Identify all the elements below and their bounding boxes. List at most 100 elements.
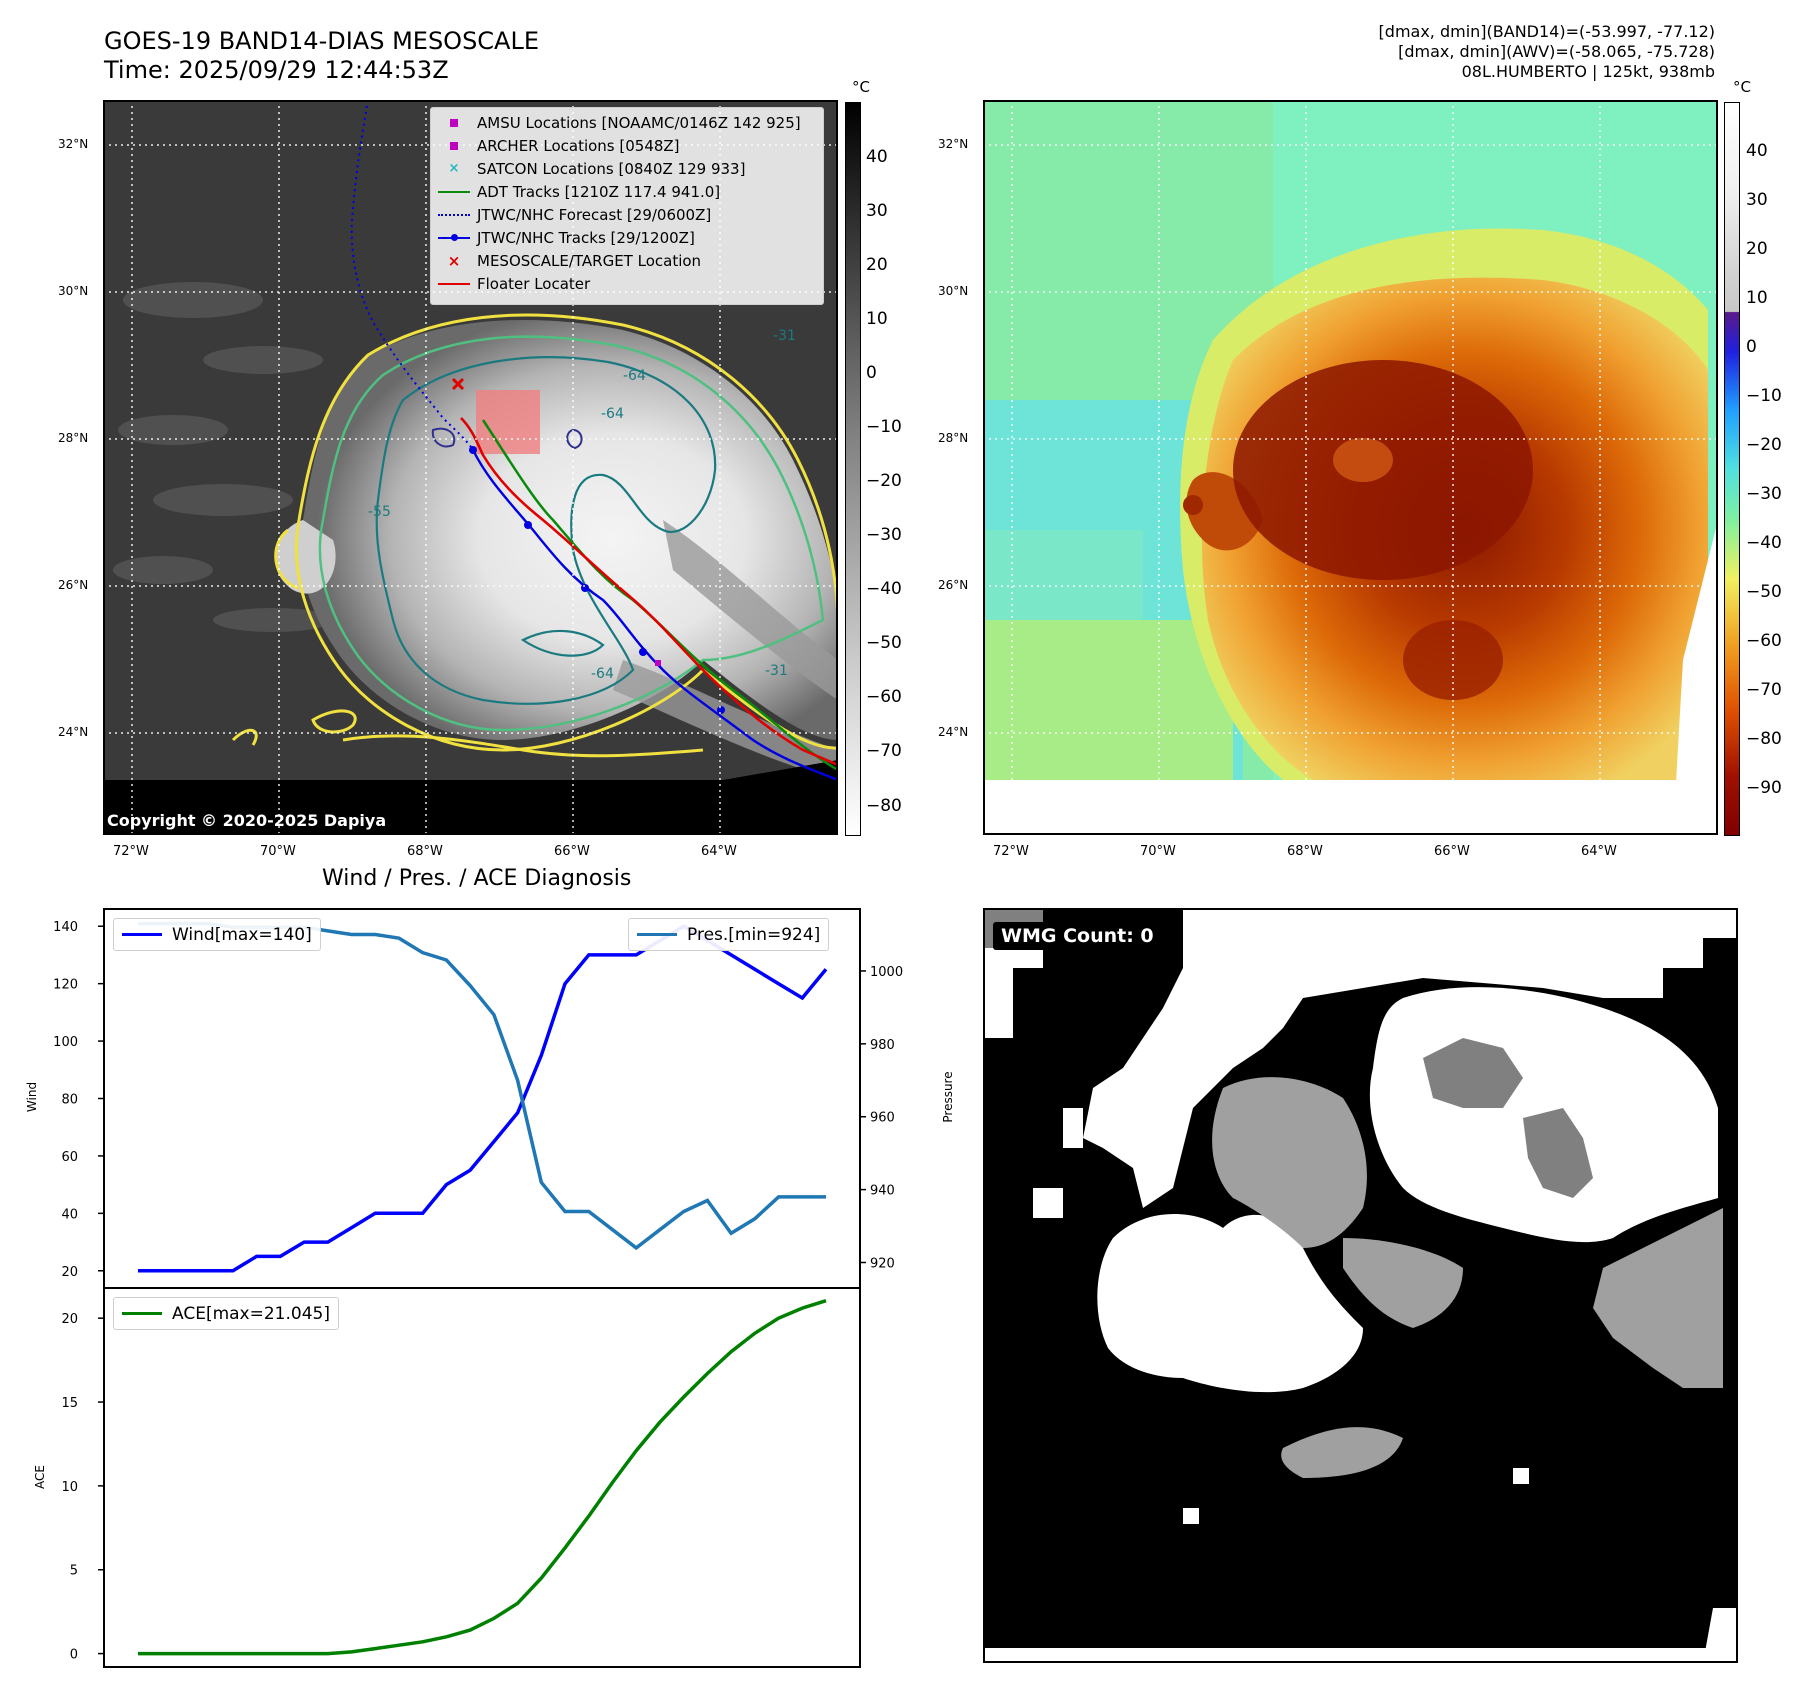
- lon-label: 72°W: [993, 844, 1029, 859]
- color-map-frame: [983, 100, 1718, 835]
- wind-legend-label: Wind[max=140]: [172, 924, 312, 945]
- diag-storm: 08L.HUMBERTO | 125kt, 938mb: [1461, 62, 1715, 81]
- chart-title: GOES-19 BAND14-DIAS MESOSCALE: [104, 27, 540, 55]
- colorbar-color-label: 30: [1746, 190, 1768, 210]
- legend-label: JTWC/NHC Tracks [29/1200Z]: [477, 228, 695, 247]
- legend-item-floater: Floater Locater: [431, 272, 823, 295]
- chart-time: Time: 2025/09/29 12:44:53Z: [104, 56, 449, 84]
- legend-marker: [431, 277, 477, 291]
- contour-label: -64: [601, 406, 624, 422]
- lat-label: 30°N: [58, 284, 89, 298]
- ace-legend-label: ACE[max=21.045]: [172, 1303, 330, 1324]
- legend-marker: [431, 116, 477, 130]
- colorbar-color-label: −60: [1746, 631, 1782, 651]
- wmg-count-label: WMG Count: 0: [993, 922, 1162, 950]
- colorbar-gray-label: 10: [866, 309, 888, 329]
- color-map-image: [983, 100, 1718, 835]
- wind-axis-tick-label: 100: [53, 1035, 78, 1050]
- ace-frame: [103, 1287, 861, 1668]
- pressure-axis-label: Pressure: [941, 1071, 955, 1123]
- legend-label: ARCHER Locations [0548Z]: [477, 136, 680, 155]
- pressure-legend-label: Pres.[min=924]: [687, 924, 821, 945]
- lon-label: 68°W: [1287, 844, 1323, 859]
- colorbar-gray-label: −30: [866, 525, 902, 545]
- ace-line: [138, 1299, 827, 1656]
- legend-marker: ×: [448, 161, 460, 176]
- lon-label: 64°W: [1581, 844, 1617, 859]
- colorbar-gray-unit: °C: [852, 78, 870, 96]
- pressure-axis-tick-label: 980: [870, 1038, 895, 1053]
- lat-label: 32°N: [58, 137, 89, 151]
- diag-awv: [dmax, dmin](AWV)=(-58.065, -75.728): [1398, 42, 1715, 61]
- legend-label: JTWC/NHC Forecast [29/0600Z]: [477, 205, 712, 224]
- pressure-axis-tick-label: 960: [870, 1111, 895, 1126]
- ace-legend-swatch: [122, 1312, 162, 1315]
- lon-label: 70°W: [260, 844, 296, 859]
- wind-axis-tick-label: 120: [53, 978, 78, 993]
- lat-label: 26°N: [938, 578, 969, 592]
- color-map-panel: [983, 100, 1718, 835]
- colorbar-color: [1724, 102, 1740, 836]
- legend-label: MESOSCALE/TARGET Location: [477, 251, 702, 270]
- legend-item-target: × MESOSCALE/TARGET Location: [431, 249, 823, 272]
- lat-label: 26°N: [58, 578, 89, 592]
- lat-label: 24°N: [938, 725, 969, 739]
- ace-axis-tick-label: 20: [61, 1312, 78, 1327]
- colorbar-color-unit: °C: [1733, 78, 1751, 96]
- diagnosis-title: Wind / Pres. / ACE Diagnosis: [322, 866, 632, 891]
- pressure-legend-swatch: [637, 933, 677, 936]
- wind-axis-tick-label: 80: [61, 1093, 78, 1108]
- legend-item-amsu: AMSU Locations [NOAAMC/0146Z 142 925]: [431, 111, 823, 134]
- legend-marker: [431, 231, 477, 245]
- lon-label: 70°W: [1140, 844, 1176, 859]
- legend-label: ADT Tracks [1210Z 117.4 941.0]: [477, 182, 721, 201]
- legend-marker: ×: [447, 251, 461, 270]
- colorbar-color-label: −40: [1746, 533, 1782, 553]
- ace-axis-tick-label: 0: [70, 1648, 78, 1663]
- pressure-axis-tick-label: 1000: [870, 965, 903, 980]
- contour-label: -64: [623, 368, 646, 384]
- legend-label: SATCON Locations [0840Z 129 933]: [477, 159, 746, 178]
- ace-axis-tick-label: 15: [61, 1396, 78, 1411]
- contour-label: -55: [368, 504, 391, 520]
- wind-legend: Wind[max=140]: [113, 918, 321, 951]
- lon-label: 64°W: [701, 844, 737, 859]
- colorbar-gray-label: −60: [866, 687, 902, 707]
- colorbar-color-label: −90: [1746, 778, 1782, 798]
- copyright-text: Copyright © 2020-2025 Dapiya: [107, 811, 387, 830]
- wind-legend-swatch: [122, 933, 162, 936]
- lat-label: 30°N: [938, 284, 969, 298]
- wmg-image: [983, 908, 1738, 1663]
- lon-label: 66°W: [1434, 844, 1470, 859]
- wind-axis-tick-label: 60: [61, 1150, 78, 1165]
- legend-item-archer: ARCHER Locations [0548Z]: [431, 134, 823, 157]
- colorbar-color-label: 0: [1746, 337, 1757, 357]
- colorbar-gray-label: 0: [866, 363, 877, 383]
- legend-item-forecast: JTWC/NHC Forecast [29/0600Z]: [431, 203, 823, 226]
- colorbar-gray-label: 30: [866, 201, 888, 221]
- legend-marker: [431, 139, 477, 153]
- legend-item-adt: ADT Tracks [1210Z 117.4 941.0]: [431, 180, 823, 203]
- ace-axis-tick-label: 10: [61, 1480, 78, 1495]
- lat-label: 24°N: [58, 725, 89, 739]
- colorbar-gray-label: −20: [866, 471, 902, 491]
- colorbar-color-label: −10: [1746, 386, 1782, 406]
- legend-label: Floater Locater: [477, 274, 591, 293]
- ir-map-panel: -64 -64 -64 -55 -31 -31 Copyright © 2020…: [103, 100, 838, 835]
- colorbar-color-label: −30: [1746, 484, 1782, 504]
- lon-label: 66°W: [554, 844, 590, 859]
- colorbar-color-label: 40: [1746, 141, 1768, 161]
- lon-label: 72°W: [113, 844, 149, 859]
- legend-marker: [431, 208, 477, 222]
- wind-axis-tick-label: 140: [53, 920, 78, 935]
- lat-label: 28°N: [58, 431, 89, 445]
- colorbar-gray-label: 20: [866, 255, 888, 275]
- wind-axis-tick-label: 20: [61, 1265, 78, 1280]
- pressure-axis-tick-label: 920: [870, 1256, 895, 1271]
- contour-label: -31: [773, 328, 796, 344]
- colorbar-color-label: 10: [1746, 288, 1768, 308]
- diag-band14: [dmax, dmin](BAND14)=(-53.997, -77.12): [1378, 22, 1715, 41]
- colorbar-color-label: −50: [1746, 582, 1782, 602]
- ir-map-frame: [103, 100, 838, 835]
